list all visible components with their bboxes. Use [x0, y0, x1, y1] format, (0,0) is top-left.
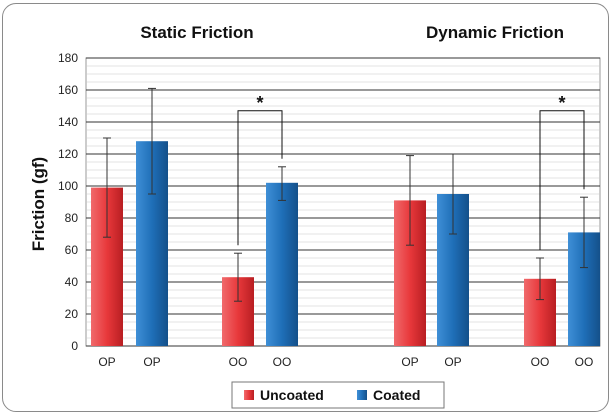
y-tick-label: 60: [65, 243, 79, 257]
x-tick-label: OO: [229, 355, 248, 369]
panel-title-dynamic: Dynamic Friction: [426, 23, 564, 42]
significance-star: *: [558, 93, 565, 113]
legend: Uncoated Coated: [231, 381, 445, 409]
y-tick-label: 140: [58, 115, 78, 129]
panel-title-static: Static Friction: [140, 23, 253, 42]
y-tick-label: 0: [71, 339, 78, 353]
legend-box: [231, 381, 445, 409]
y-tick-label: 20: [65, 307, 79, 321]
y-axis-label: Friction (gf): [29, 157, 48, 251]
significance-bracket: [539, 110, 585, 250]
x-tick-label: OP: [143, 355, 160, 369]
y-tick-label: 40: [65, 275, 79, 289]
significance-layer: * *: [237, 93, 585, 250]
x-tick-labels: OP OP OO OO OP OP OO OO: [98, 355, 593, 369]
x-tick-label: OP: [98, 355, 115, 369]
error-bars-layer: [103, 87, 588, 302]
x-tick-label: OP: [401, 355, 418, 369]
significance-star: *: [256, 93, 263, 113]
bar-coated: [266, 182, 298, 346]
y-tick-label: 180: [58, 51, 78, 65]
y-tick-label: 120: [58, 147, 78, 161]
legend-label-coated: Coated: [373, 387, 420, 403]
x-tick-label: OO: [575, 355, 594, 369]
y-tick-labels: 0 20 40 60 80 100 120 140 160 180: [58, 51, 78, 353]
x-tick-label: OP: [444, 355, 461, 369]
legend-label-uncoated: Uncoated: [260, 387, 324, 403]
x-tick-label: OO: [273, 355, 292, 369]
grid-layer: [85, 57, 601, 347]
legend-swatch-uncoated: [244, 390, 254, 400]
significance-bracket: [237, 110, 283, 246]
y-tick-label: 80: [65, 211, 79, 225]
x-tick-label: OO: [531, 355, 550, 369]
legend-swatch-coated: [357, 390, 367, 400]
y-tick-label: 100: [58, 179, 78, 193]
y-tick-label: 160: [58, 83, 78, 97]
